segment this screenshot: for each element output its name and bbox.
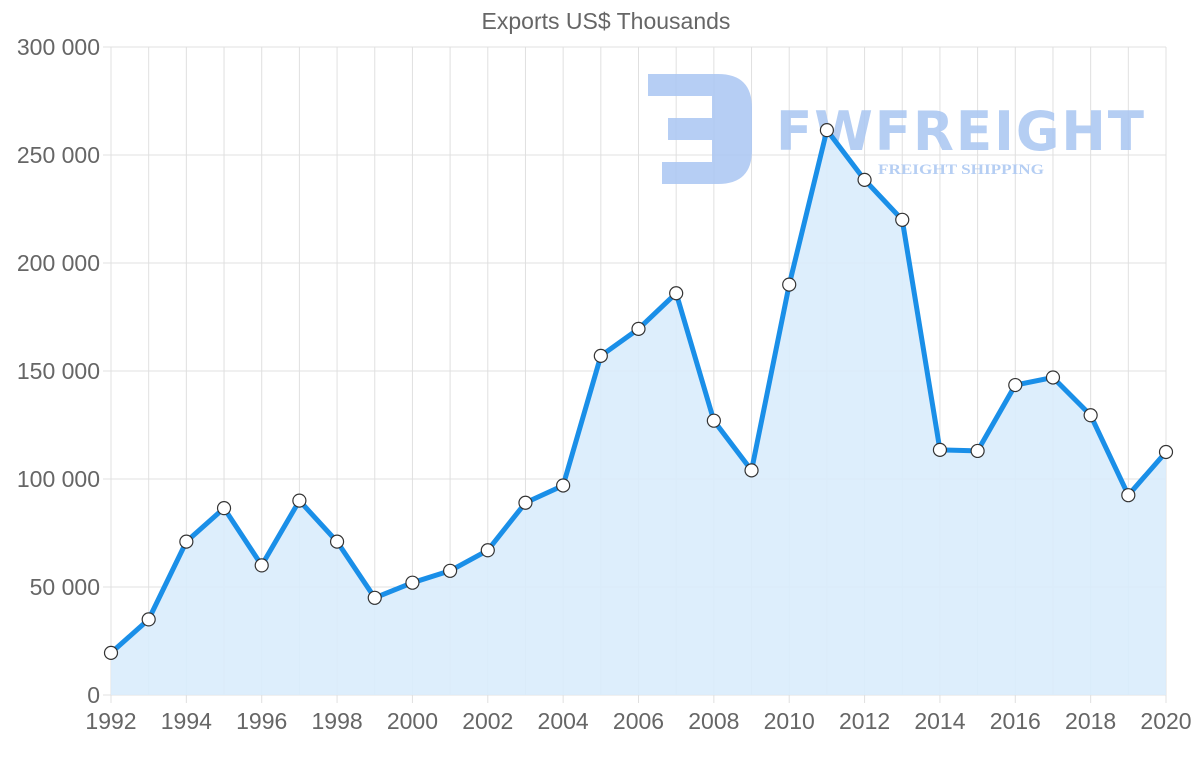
x-axis: 1992 1994 1996 1998 2000 2002 2004 2006 2008 2010… — [85, 708, 1191, 734]
x-tick-label: 2020 — [1140, 708, 1191, 734]
watermark-tagline: FREIGHT SHIPPING — [878, 162, 1044, 178]
data-point-2011[interactable] — [819, 123, 834, 138]
data-point-2020[interactable] — [1158, 444, 1174, 460]
x-tick-label: 2008 — [688, 708, 739, 734]
data-point-2017[interactable] — [1045, 370, 1061, 385]
data-point-2007[interactable] — [669, 286, 684, 301]
x-tick-label: 1996 — [236, 708, 287, 734]
data-point-2013[interactable] — [895, 212, 910, 227]
data-point-2015[interactable] — [970, 443, 985, 459]
data-point-1994[interactable] — [179, 534, 194, 549]
chart-title: Exports US$ Thousands — [481, 8, 731, 34]
y-tick-label: 300 000 — [17, 34, 100, 60]
data-point-2012[interactable] — [857, 172, 872, 187]
area-fill — [111, 130, 1166, 695]
data-point-1996[interactable] — [254, 558, 269, 573]
x-tick-label: 2018 — [1065, 708, 1116, 734]
data-point-2014[interactable] — [932, 442, 948, 457]
data-point-2002[interactable] — [480, 543, 495, 558]
data-point-2005[interactable] — [593, 348, 608, 363]
x-tick-label: 2016 — [990, 708, 1041, 734]
data-point-2010[interactable] — [782, 277, 797, 292]
data-point-2016[interactable] — [1008, 377, 1023, 393]
data-point-2003[interactable] — [518, 495, 533, 510]
data-point-2006[interactable] — [631, 321, 646, 336]
y-tick-label: 200 000 — [17, 250, 100, 276]
x-tick-label: 2014 — [914, 708, 965, 734]
y-tick-label: 150 000 — [17, 358, 100, 384]
data-point-2009[interactable] — [744, 463, 759, 478]
data-point-2018[interactable] — [1083, 408, 1098, 423]
x-tick-label: 2012 — [839, 708, 890, 734]
data-point-1999[interactable] — [367, 590, 382, 605]
x-tick-label: 2000 — [387, 708, 438, 734]
data-point-2019[interactable] — [1121, 488, 1136, 503]
data-point-1998[interactable] — [329, 534, 345, 549]
data-point-1997[interactable] — [292, 493, 307, 508]
y-tick-label: 100 000 — [17, 466, 100, 492]
x-tick-label: 2010 — [764, 708, 815, 734]
data-point-1993[interactable] — [141, 612, 156, 627]
x-tick-label: 1994 — [161, 708, 212, 734]
x-tick-label: 2006 — [613, 708, 664, 734]
y-tick-label: 0 — [87, 682, 100, 708]
x-tick-label: 2002 — [462, 708, 513, 734]
data-point-2001[interactable] — [443, 563, 458, 578]
data-points — [103, 123, 1174, 660]
x-tick-label: 1992 — [85, 708, 136, 734]
data-point-2000[interactable] — [405, 575, 420, 590]
y-tick-label: 250 000 — [17, 142, 100, 168]
x-tick-label: 2004 — [538, 708, 589, 734]
watermark-logo: FWFREIGHT FREIGHT SHIPPING — [648, 74, 1144, 184]
data-point-1995[interactable] — [216, 501, 232, 516]
data-point-1992[interactable] — [103, 645, 119, 660]
data-point-2008[interactable] — [706, 413, 721, 428]
x-tick-label: 1998 — [311, 708, 362, 734]
logo-icon — [648, 74, 752, 184]
y-tick-label: 50 000 — [30, 574, 100, 600]
y-axis: 0 50 000 100 000 150 000 200 000 250 000 300 0… — [17, 34, 100, 708]
data-point-2004[interactable] — [556, 478, 571, 493]
